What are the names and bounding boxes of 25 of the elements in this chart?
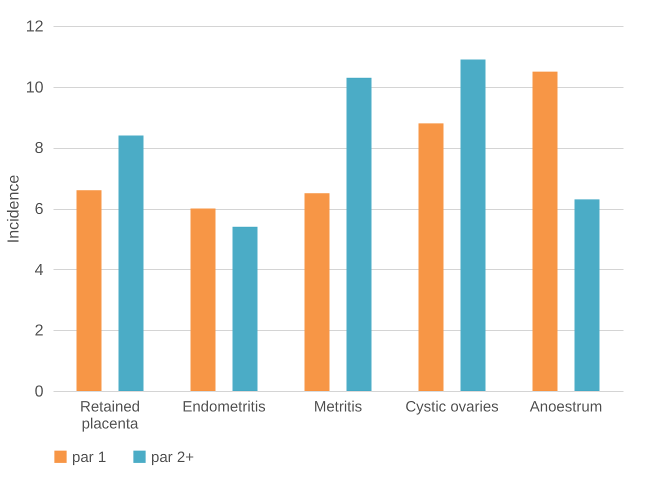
y-tick-label: 6: [34, 201, 44, 218]
y-tick-label: 12: [26, 18, 44, 36]
bar: [118, 136, 144, 391]
bar: [304, 193, 330, 391]
y-tick-label: 8: [34, 140, 44, 158]
bar: [232, 226, 258, 391]
y-tick-label: 10: [26, 79, 44, 96]
bar: [190, 208, 216, 391]
bar: [532, 72, 558, 391]
legend-label: par 1: [72, 448, 106, 466]
bar: [460, 59, 486, 391]
x-tick-label: Retained placenta: [80, 398, 140, 432]
y-tick-label: 0: [34, 384, 44, 400]
bar: [574, 199, 600, 391]
x-tick-label: Cystic ovaries: [405, 398, 499, 416]
x-tick-label: Metritis: [314, 398, 362, 416]
y-axis-title: Incidence: [6, 174, 23, 244]
bar: [76, 190, 102, 391]
y-tick-label: 4: [34, 262, 44, 279]
x-tick-label: Anoestrum: [530, 398, 602, 416]
legend-label: par 2+: [151, 448, 194, 466]
y-tick-label: 2: [34, 322, 44, 340]
x-tick-label: Endometritis: [182, 398, 266, 416]
bar: [418, 123, 444, 391]
bar: [346, 78, 372, 391]
